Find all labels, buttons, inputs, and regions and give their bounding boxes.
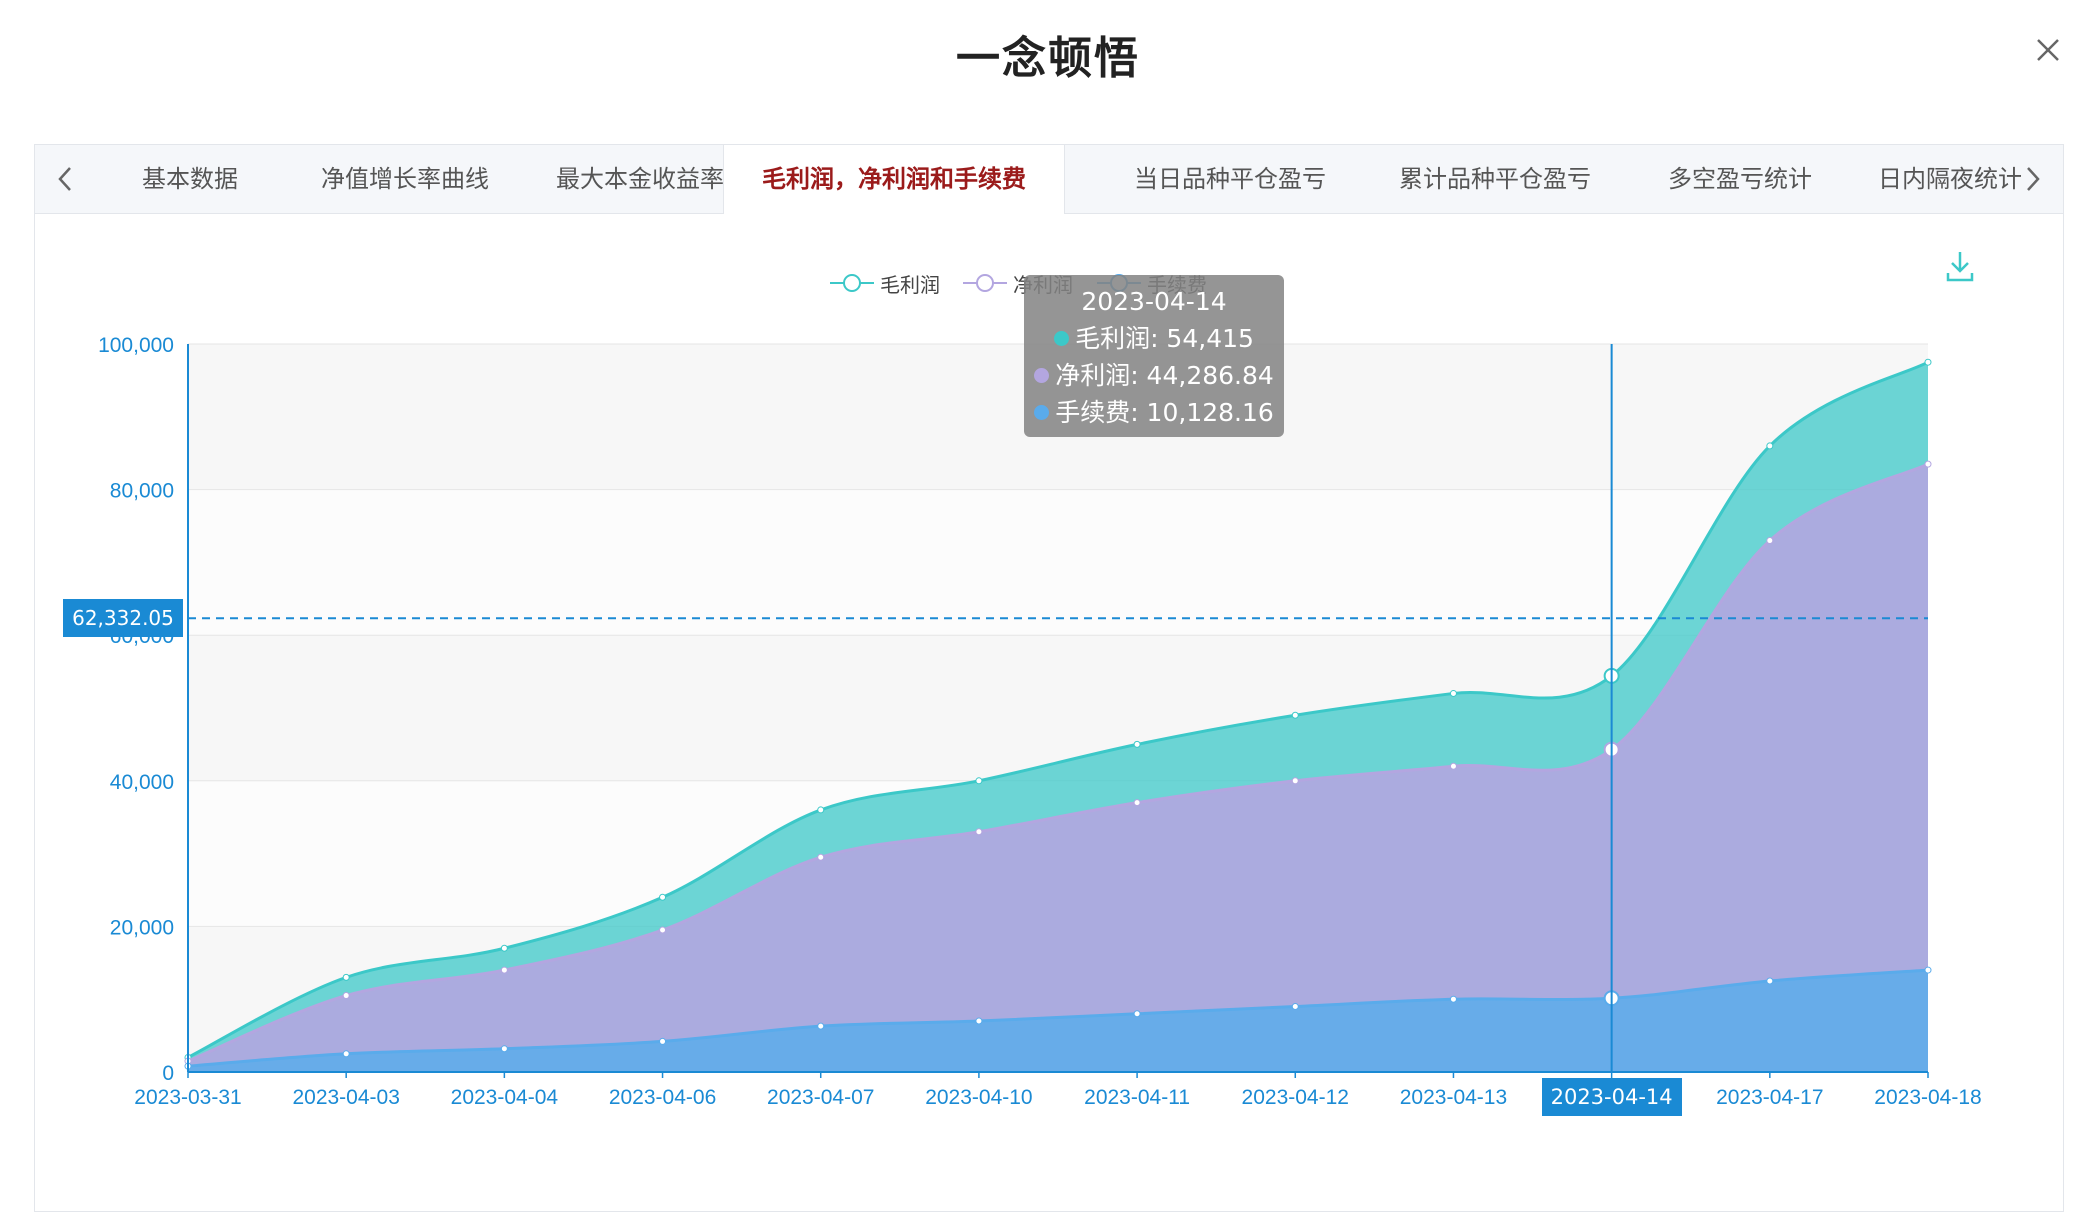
close-icon[interactable] [2028,30,2068,70]
tooltip-row-net: 净利润: 44,286.84 [1024,357,1284,394]
point-gross [1291,711,1299,719]
x-tick-label: 2023-03-31 [134,1086,241,1109]
tooltip-dot-gross [1054,331,1070,346]
x-tick-label: 2023-04-11 [1084,1086,1190,1109]
point-gross [817,806,825,814]
point-net [817,853,825,861]
y-tick-label: 40,000 [110,771,174,794]
area-net [188,464,1928,1072]
point-gross [500,944,508,952]
line-net [187,462,1929,1063]
chart-tooltip: 2023-04-14 毛利润: 54,415 净利润: 44,286.84 手续… [1024,275,1284,437]
point-fee [342,1050,350,1058]
line-gross [187,360,1929,1059]
point-fee [1924,966,1932,974]
tooltip-dot-fee [1034,405,1050,420]
tooltip-date: 2023-04-14 [1081,287,1227,316]
grid-band [188,489,1928,636]
tab-cumulative-variety-pnl[interactable]: 累计品种平仓盈亏 [1399,165,1591,193]
point-fee [1449,995,1457,1003]
tooltip-dot-net [1034,368,1050,383]
point-net [1766,537,1774,545]
point-fee [817,1022,825,1030]
tooltip-label-fee: 手续费: 10,128.16 [1055,398,1274,427]
point-net [1133,799,1141,807]
tab-max-principal-return[interactable]: 最大本金收益率 [556,165,724,193]
legend-marker-gross [830,274,874,292]
tab-bar: 基本数据 净值增长率曲线 最大本金收益率 毛利润，净利润和手续费 当日品种平仓盈… [35,145,2063,214]
x-tick-label: 2023-04-17 [1716,1086,1823,1109]
x-tick-label: 2023-04-10 [925,1086,1032,1109]
point-gross [659,893,667,901]
point-net [1924,460,1932,468]
tab-nav-growth[interactable]: 净值增长率曲线 [321,165,489,193]
y-tick-label: 100,000 [98,334,174,357]
tab-basic-data[interactable]: 基本数据 [142,165,238,193]
x-tick-label: 2023-04-06 [609,1086,716,1109]
point-fee [1291,1002,1299,1010]
tab-next-button[interactable] [2013,145,2053,213]
legend-label-gross: 毛利润 [880,272,940,297]
download-icon[interactable] [1945,249,1975,283]
window-title: 一念顿悟 [956,33,1140,84]
point-net [500,966,508,974]
point-gross [342,973,350,981]
point-fee [1766,977,1774,985]
tooltip-row-fee: 手续费: 10,128.16 [1024,394,1284,431]
point-gross [1766,442,1774,450]
area-fee [188,970,1928,1072]
tab-gross-net-fee[interactable]: 毛利润，净利润和手续费 [723,145,1065,214]
x-tick-label: 2023-04-18 [1874,1086,1981,1109]
tooltip-label-net: 净利润: 44,286.84 [1055,361,1274,390]
y-tick-label: 20,000 [110,916,174,939]
tab-prev-button[interactable] [45,145,85,213]
x-tick-label: 2023-04-13 [1400,1086,1507,1109]
chevron-left-icon [58,167,71,191]
tab-intraday-overnight[interactable]: 日内隔夜统计 [1878,165,2022,193]
line-fee [187,968,1929,1068]
tooltip-row-gross: 毛利润: 54,415 [1024,320,1284,357]
tab-daily-variety-pnl[interactable]: 当日品种平仓盈亏 [1134,165,1326,193]
point-net [975,828,983,836]
point-net [659,926,667,934]
crosshair-x-label: 2023-04-14 [1541,1078,1682,1116]
crosshair-y-label: 62,332.05 [63,599,183,638]
point-gross [1449,689,1457,697]
point-net [1449,762,1457,770]
point-gross [1924,358,1932,366]
point-fee [975,1017,983,1025]
y-tick-label: 80,000 [110,480,174,503]
y-tick-label: 0 [162,1062,174,1085]
legend-item-gross[interactable]: 毛利润 [830,263,940,303]
chevron-right-icon [2027,167,2040,191]
tooltip-label-gross: 毛利润: 54,415 [1075,324,1254,353]
x-tick-label: 2023-04-12 [1242,1086,1349,1109]
point-net [1291,777,1299,785]
x-tick-label: 2023-04-07 [767,1086,874,1109]
point-fee [500,1045,508,1053]
point-gross [975,777,983,785]
tab-long-short-stats[interactable]: 多空盈亏统计 [1668,165,1812,193]
point-fee [1133,1010,1141,1018]
point-fee [659,1037,667,1045]
x-tick-label: 2023-04-04 [451,1086,559,1109]
x-tick-label: 2023-04-03 [292,1086,399,1109]
legend-marker-net [963,274,1007,292]
point-gross [1133,740,1141,748]
point-net [342,992,350,1000]
